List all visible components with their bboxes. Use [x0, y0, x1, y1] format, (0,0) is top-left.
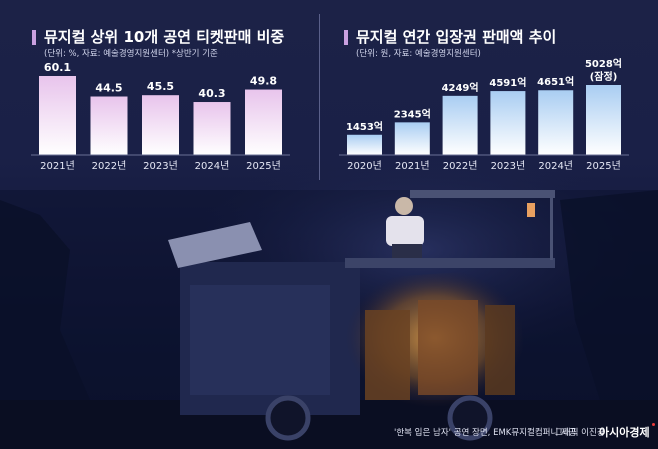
- annotation-label: (잠정): [590, 70, 618, 83]
- actor-legs: [392, 244, 422, 258]
- actor-head: [395, 197, 413, 215]
- value-label: 45.5: [147, 80, 174, 93]
- bookshelf-right: [485, 305, 515, 395]
- bar: [193, 102, 231, 155]
- category-label: 2025년: [586, 160, 621, 172]
- ticket-share-subtitle: (단위: %, 자료: 예술경영지원센터) *상반기 기준: [44, 49, 218, 59]
- graphic-credit: 그래픽 이진경: [555, 428, 605, 438]
- bar: [394, 122, 430, 155]
- bar: [245, 89, 282, 155]
- category-label: 2021년: [40, 160, 75, 172]
- bar: [347, 134, 382, 155]
- chart-divider: [319, 14, 320, 180]
- value-label: 44.5: [95, 82, 122, 95]
- photo-caption: '한복 입은 남자' 공연 장면, EMK뮤지컬컴퍼니 제공: [394, 428, 577, 438]
- value-label: 4591억: [489, 77, 526, 89]
- tree-right: [560, 190, 658, 420]
- publisher-logo: 아시아경제: [599, 426, 650, 439]
- category-label: 2022년: [92, 160, 127, 172]
- truck-wheel-rear: [447, 395, 493, 441]
- awning-pole: [550, 198, 553, 260]
- bar: [142, 95, 179, 155]
- value-label: 5028억: [585, 58, 622, 70]
- value-label: 2345억: [394, 108, 431, 120]
- ticket-share-title: 뮤지컬 상위 10개 공연 티켓판매 비중: [44, 28, 285, 46]
- roof-awning: [410, 190, 555, 198]
- bar: [586, 85, 621, 155]
- category-label: 2021년: [395, 160, 430, 172]
- title-accent-bar: [32, 30, 36, 45]
- title-accent-bar: [344, 30, 348, 45]
- category-label: 2023년: [143, 160, 178, 172]
- value-label: 40.3: [198, 87, 225, 100]
- category-label: 2022년: [443, 160, 478, 172]
- bar: [90, 96, 128, 155]
- truck-wheel-front: [265, 395, 311, 441]
- bar: [490, 91, 526, 155]
- bar: [538, 90, 574, 155]
- bookshelf-center: [418, 300, 478, 395]
- truck-roof-platform: [345, 258, 555, 268]
- ticket-sales-title: 뮤지컬 연간 입장권 판매액 추이: [356, 28, 557, 46]
- value-label: 49.8: [250, 75, 277, 88]
- value-label: 4249억: [442, 82, 479, 94]
- truck-roof: [168, 222, 262, 268]
- logo-dot: [652, 423, 655, 426]
- category-label: 2023년: [491, 160, 526, 172]
- truck-side-panel: [190, 285, 330, 395]
- actor-body: [386, 216, 424, 246]
- category-label: 2024년: [195, 160, 230, 172]
- category-label: 2025년: [246, 160, 281, 172]
- value-label: 60.1: [44, 61, 71, 74]
- value-label: 1453억: [346, 121, 383, 133]
- bookshelf-left: [365, 310, 410, 400]
- bar: [39, 76, 76, 155]
- category-label: 2020년: [347, 160, 382, 172]
- lantern: [527, 203, 535, 217]
- category-label: 2024년: [538, 160, 573, 172]
- value-label: 4651억: [537, 76, 574, 88]
- bar: [442, 95, 478, 155]
- ticket-sales-subtitle: (단위: 원, 자료: 예술경영지원센터): [356, 49, 481, 59]
- tree-left: [0, 200, 90, 420]
